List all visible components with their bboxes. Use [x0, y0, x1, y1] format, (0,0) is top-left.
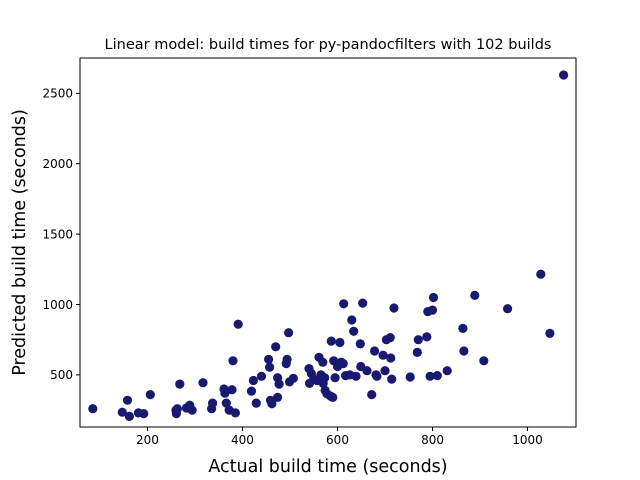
data-point	[503, 304, 513, 314]
data-point	[246, 386, 257, 396]
data-point	[412, 347, 422, 357]
data-point	[428, 292, 439, 303]
y-tick-label: 500	[50, 368, 73, 382]
data-point	[267, 399, 277, 409]
data-point	[351, 371, 361, 381]
data-point	[208, 398, 218, 408]
data-point	[362, 366, 372, 376]
y-tick-label: 2000	[42, 157, 73, 171]
y-axis: 500 1000 1500 2000 2500	[42, 87, 80, 382]
data-point	[380, 366, 390, 376]
data-point	[227, 385, 237, 395]
x-tick-label: 400	[231, 433, 254, 447]
data-point	[427, 305, 438, 315]
plot-frame	[79, 57, 577, 428]
y-tick-label: 2500	[42, 87, 73, 101]
data-point	[117, 407, 127, 417]
data-point	[230, 408, 240, 418]
data-point	[405, 372, 415, 382]
data-point	[389, 303, 399, 313]
data-point	[432, 371, 442, 381]
data-point	[422, 332, 432, 342]
data-point	[271, 342, 281, 352]
data-point	[479, 356, 489, 366]
data-point	[425, 371, 435, 381]
data-point	[536, 269, 546, 279]
data-point	[470, 290, 480, 300]
data-point	[442, 366, 452, 376]
x-axis: 200 400 600 800 1000	[136, 427, 543, 447]
data-point	[233, 319, 243, 329]
data-point	[559, 70, 569, 80]
x-tick-label: 1000	[512, 433, 543, 447]
data-points	[88, 70, 569, 421]
data-point	[459, 346, 469, 356]
data-point	[320, 373, 330, 383]
data-point	[187, 405, 197, 415]
data-point	[335, 337, 345, 348]
data-point	[274, 379, 284, 389]
y-tick-label: 1500	[42, 227, 73, 241]
data-point	[221, 398, 231, 408]
x-axis-label: Actual build time (seconds)	[208, 457, 447, 477]
data-point	[413, 335, 423, 345]
data-point	[273, 392, 283, 402]
data-point	[338, 359, 348, 369]
data-point	[367, 390, 377, 400]
data-point	[545, 328, 555, 338]
chart-title: Linear model: build times for py-pandocf…	[105, 37, 552, 53]
data-point	[248, 375, 258, 386]
data-point	[378, 350, 388, 360]
data-point	[220, 388, 230, 398]
data-point	[122, 395, 133, 405]
data-point	[385, 333, 395, 343]
data-point	[370, 346, 380, 356]
y-axis-label: Predicted build time (seconds)	[10, 109, 30, 376]
data-point	[288, 373, 298, 383]
data-point	[264, 354, 274, 364]
data-point	[139, 409, 149, 419]
data-point	[265, 362, 275, 372]
data-point	[256, 371, 267, 381]
data-point	[330, 373, 340, 383]
data-point	[349, 326, 359, 336]
data-point	[355, 339, 365, 349]
data-point	[228, 356, 238, 366]
data-point	[282, 354, 292, 364]
y-tick-label: 1000	[42, 298, 73, 312]
x-tick-label: 800	[421, 433, 444, 447]
data-point	[372, 371, 382, 381]
data-point	[318, 357, 328, 367]
data-point	[386, 353, 396, 363]
data-point	[339, 299, 349, 309]
data-point	[306, 368, 316, 379]
x-tick-label: 600	[326, 433, 349, 447]
data-point	[175, 379, 185, 389]
data-point	[251, 398, 261, 408]
data-point	[387, 374, 397, 384]
x-tick-label: 200	[136, 433, 159, 447]
data-point	[326, 336, 336, 346]
data-point	[284, 328, 294, 338]
data-point	[347, 315, 357, 325]
data-point	[88, 404, 98, 414]
data-point	[328, 392, 338, 402]
data-point	[171, 405, 181, 415]
data-point	[358, 298, 368, 308]
data-point	[145, 390, 155, 400]
data-point	[198, 378, 208, 388]
data-point	[124, 411, 134, 421]
data-point	[458, 323, 468, 333]
